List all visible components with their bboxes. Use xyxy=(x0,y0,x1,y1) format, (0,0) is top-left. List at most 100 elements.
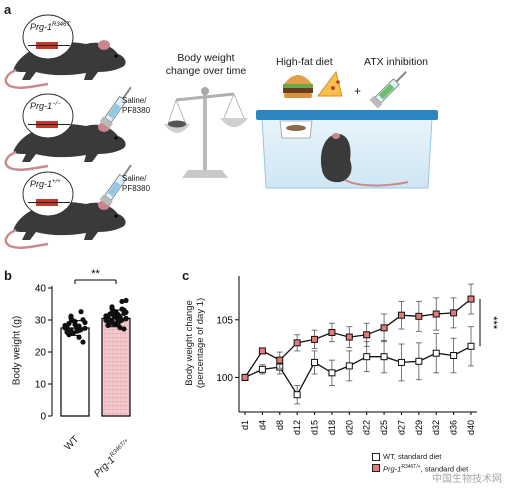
data-point-mutant xyxy=(432,310,440,318)
y-tick-label: 100 xyxy=(216,373,233,384)
x-tick-label: d32 xyxy=(431,420,441,435)
data-point xyxy=(76,334,82,340)
data-point xyxy=(121,326,127,332)
data-point-wt xyxy=(293,391,301,399)
x-tick-label: d25 xyxy=(379,420,389,435)
syringe-icon-1 xyxy=(99,86,132,129)
plus-sign: + xyxy=(354,84,362,98)
data-point-mutant xyxy=(293,339,301,347)
x-tick-label: d15 xyxy=(310,420,320,435)
watermark: 中国生物技术网 xyxy=(432,474,502,485)
data-point-mutant xyxy=(467,295,475,303)
pizza-slice-icon xyxy=(317,70,343,97)
x-tick-label: d4 xyxy=(257,420,267,430)
genotype-label-3: Prg-1+/+ xyxy=(30,179,61,189)
panel-a-letter: a xyxy=(4,2,12,17)
x-tick-label: d29 xyxy=(414,420,424,435)
panel-c-line-chart: 100 105 d1 d4 d8 d12 d15 d18 d20 d22 d25 d27 d29 d32 d… xyxy=(216,276,499,435)
panel-b-ylabel: Body weight (g) xyxy=(11,315,23,386)
data-point-mutant xyxy=(345,333,353,341)
legend-marker-wt xyxy=(372,452,380,461)
data-point-mutant xyxy=(363,331,371,339)
data-point-wt xyxy=(450,352,458,360)
data-point-wt xyxy=(415,357,423,365)
genotype-badge-1 xyxy=(22,14,74,60)
data-point-mutant xyxy=(241,373,249,381)
panel-c-legend: WT, standard diet Prg-1R346T/+, standard… xyxy=(372,451,468,475)
data-point xyxy=(115,321,121,328)
data-point xyxy=(117,316,123,322)
data-point-mutant xyxy=(311,335,319,343)
data-point-wt xyxy=(258,365,266,373)
x-tick-label: d20 xyxy=(344,420,354,435)
data-point-wt xyxy=(467,342,475,350)
data-point-mutant xyxy=(276,356,284,364)
burger-icon xyxy=(283,75,313,98)
data-point-wt xyxy=(363,353,371,361)
panel-b-bar-chart: 0 10 20 30 40 ** xyxy=(35,268,131,423)
legend-entry-wt: WT, standard diet xyxy=(372,451,468,462)
syringe-icon-2 xyxy=(99,164,132,207)
mouse-cage-icon xyxy=(256,110,438,189)
panel-b-letter: b xyxy=(4,268,12,283)
data-point-mutant xyxy=(328,328,336,336)
genotype-label-1: Prg-1R346T xyxy=(30,22,71,32)
data-point xyxy=(64,329,70,335)
data-point xyxy=(76,327,82,334)
data-point-wt xyxy=(432,349,440,357)
x-tick-label: d8 xyxy=(275,420,285,430)
x-tick-label: d1 xyxy=(240,420,250,430)
data-point xyxy=(70,330,76,336)
y-tick-label: 30 xyxy=(35,316,47,327)
data-point-wt xyxy=(345,362,353,370)
data-point xyxy=(82,325,88,331)
significance-label: *** xyxy=(487,316,499,330)
high-fat-diet-label: High-fat diet xyxy=(276,56,333,68)
panel-a-schematic xyxy=(4,14,438,249)
data-point-mutant xyxy=(397,311,405,319)
data-point xyxy=(80,317,86,323)
data-point xyxy=(121,310,127,316)
y-tick-label: 20 xyxy=(35,348,47,359)
data-point xyxy=(105,322,111,329)
x-tick-label: d40 xyxy=(466,420,476,435)
data-point xyxy=(119,306,125,312)
data-point xyxy=(66,320,72,327)
genotype-label-2: Prg-1−/− xyxy=(30,101,61,111)
data-point-wt xyxy=(397,358,405,366)
data-point xyxy=(109,310,115,316)
injection-label-2: Saline/ PF8380 xyxy=(122,174,151,193)
data-point-wt xyxy=(328,369,336,377)
data-point xyxy=(123,297,129,304)
data-point xyxy=(123,315,129,321)
x-tick-label: d36 xyxy=(449,420,459,435)
legend-marker-mutant xyxy=(372,464,380,473)
data-point xyxy=(80,339,86,345)
data-point-mutant xyxy=(450,309,458,317)
data-point-mutant xyxy=(380,324,388,332)
data-point xyxy=(119,298,125,305)
data-point xyxy=(78,309,84,315)
y-tick-label: 0 xyxy=(40,412,46,423)
x-tick-label: d18 xyxy=(327,420,337,435)
x-tick-label: d12 xyxy=(292,420,302,435)
y-tick-label: 105 xyxy=(216,315,233,326)
data-point-mutant xyxy=(415,312,423,320)
x-tick-label: d22 xyxy=(362,420,372,435)
body-weight-title: Body weight change over time xyxy=(165,52,247,77)
data-point xyxy=(103,317,109,323)
legend-entry-mutant: Prg-1R346T/+, standard diet xyxy=(372,462,468,475)
x-tick-label: d27 xyxy=(396,420,406,435)
atx-inhibition-label: ATX inhibition xyxy=(364,56,429,68)
inhibitor-syringe-icon xyxy=(369,71,407,109)
data-point-wt xyxy=(380,353,388,361)
panel-c-letter: c xyxy=(182,268,190,283)
data-point-wt xyxy=(311,358,319,366)
panel-c-ylabel: Body weight change (percentage of day 1) xyxy=(184,297,206,389)
data-point xyxy=(62,323,68,329)
significance-label: ** xyxy=(91,268,100,280)
y-tick-label: 40 xyxy=(35,284,47,295)
genotype-badge-2 xyxy=(22,93,74,139)
data-point-mutant xyxy=(258,347,266,355)
data-point xyxy=(68,315,74,321)
